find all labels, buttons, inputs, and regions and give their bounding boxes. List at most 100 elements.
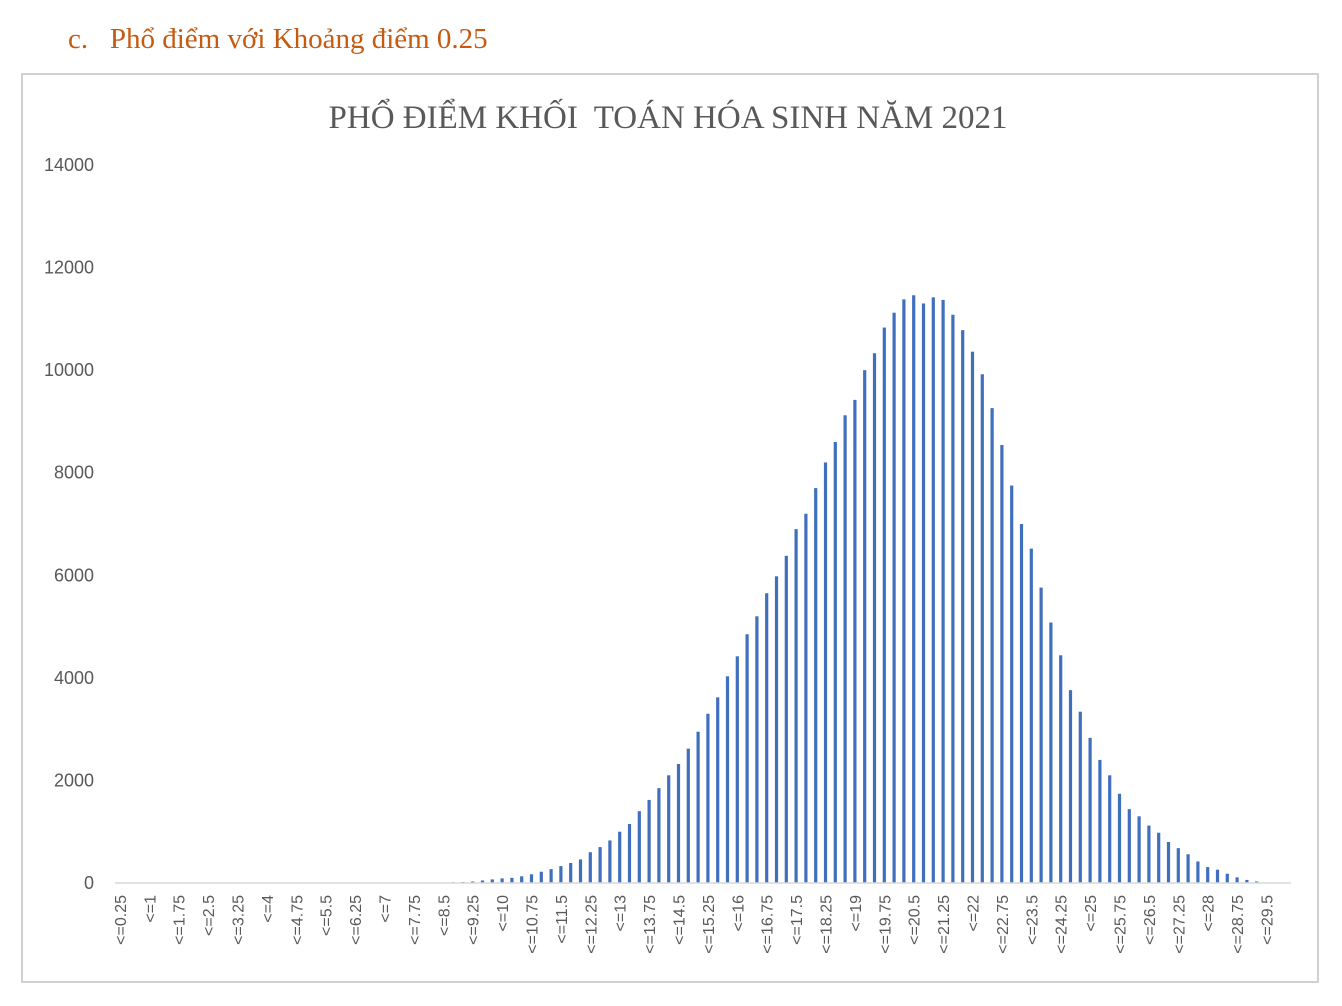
x-tick-label: <=17.5 [789, 895, 806, 945]
bar [961, 330, 965, 883]
bar [520, 876, 524, 883]
bar [951, 314, 955, 883]
bar [794, 529, 798, 883]
bar [1059, 655, 1063, 883]
x-tick-label: <=12.25 [583, 895, 600, 954]
bar [1019, 524, 1024, 883]
x-tick-label: <=10.75 [525, 895, 542, 954]
bar [882, 327, 886, 884]
bar [1206, 867, 1210, 883]
bar [637, 811, 641, 883]
bar [784, 555, 788, 883]
bar [1215, 869, 1220, 883]
x-tick-label: <=25.75 [1113, 895, 1130, 954]
bar [725, 676, 730, 883]
x-tick-label: <=22.75 [995, 895, 1012, 954]
bar [745, 634, 749, 883]
x-tick-label: <=6.25 [348, 895, 365, 945]
bar [686, 748, 690, 883]
bar [706, 713, 710, 883]
y-tick-label: 6000 [54, 565, 94, 585]
x-tick-label: <=7 [378, 895, 395, 923]
chart-title: PHỔ ĐIỂM KHỐI TOÁN HÓA SINH NĂM 2021 [329, 97, 1008, 136]
x-tick-label: <=24.25 [1054, 895, 1071, 954]
bar [1010, 485, 1014, 883]
bar [941, 299, 945, 883]
bar [578, 859, 583, 883]
bar [814, 488, 818, 883]
y-tick-label: 14000 [44, 155, 94, 175]
bar [490, 879, 494, 883]
bar [1147, 825, 1151, 883]
x-tick-label: <=13 [613, 895, 630, 932]
x-tick-label: <=29.5 [1260, 895, 1277, 945]
bar [735, 656, 739, 883]
bar [627, 824, 632, 883]
x-tick-label: <=14.5 [672, 895, 689, 945]
y-tick-label: 4000 [54, 668, 94, 688]
bar [872, 353, 877, 883]
bar [1186, 854, 1190, 883]
x-tick-label: <=18.25 [819, 895, 836, 954]
x-tick-label: <=13.75 [642, 895, 659, 954]
x-tick-label: <=16.75 [760, 895, 777, 954]
bar [569, 862, 573, 883]
x-tick-label: <=1.75 [172, 895, 189, 945]
bar [1255, 881, 1259, 883]
bar [843, 415, 847, 883]
x-tick-label: <=19.75 [877, 895, 894, 954]
bar [765, 593, 769, 883]
x-tick-label: <=4.75 [289, 895, 306, 945]
x-tick-label: <=23.5 [1024, 895, 1041, 945]
heading: c. Phổ điểm với Khoảng điểm 0.25 [68, 23, 488, 55]
bar [471, 881, 475, 883]
bar [716, 697, 720, 883]
x-tick-label: <=9.25 [466, 895, 483, 945]
bar [1088, 737, 1092, 883]
bar [912, 295, 916, 883]
bar [804, 513, 808, 883]
x-tick-label: <=11.5 [554, 895, 571, 944]
x-tick-label: <=5.5 [319, 895, 336, 936]
bar [1108, 775, 1112, 883]
bar [755, 616, 759, 883]
bar [1127, 809, 1131, 883]
bar [970, 351, 975, 883]
bar [676, 764, 681, 883]
bar [559, 866, 563, 883]
bar [549, 869, 553, 883]
x-tick-label: <=25 [1083, 895, 1100, 932]
x-tick-label: <=28.75 [1230, 895, 1247, 954]
bar [1157, 832, 1161, 883]
bar [863, 370, 867, 884]
x-tick-label: <=1 [142, 895, 159, 923]
bar [1166, 841, 1171, 883]
bar [500, 878, 504, 883]
x-tick-label: <=15.25 [701, 895, 718, 954]
bar [1176, 848, 1180, 883]
bar [510, 877, 514, 883]
bar [833, 441, 837, 883]
bar [853, 399, 857, 883]
x-tick-label: <=28 [1201, 895, 1218, 932]
bar [529, 874, 534, 883]
bar [1068, 690, 1073, 883]
bar [774, 576, 779, 883]
y-tick-label: 0 [84, 873, 94, 893]
bar [1078, 711, 1082, 883]
x-tick-label: <=22 [966, 895, 983, 932]
bar [1000, 445, 1004, 883]
bar [618, 831, 622, 883]
x-tick-label: <=20.5 [907, 895, 924, 945]
bar [1225, 873, 1229, 883]
bar [588, 852, 592, 883]
bar [539, 871, 543, 883]
bar [931, 297, 935, 883]
bar [1196, 861, 1200, 883]
bar [823, 462, 828, 883]
bar [921, 303, 926, 883]
bar [1049, 622, 1053, 883]
x-tick-label: <=21.25 [936, 895, 953, 954]
